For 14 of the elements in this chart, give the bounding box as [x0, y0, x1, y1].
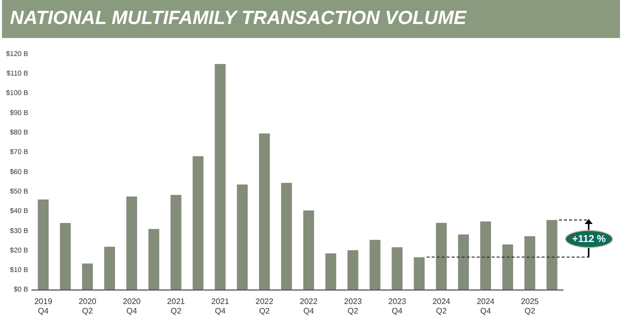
- x-tick-label: 2022 Q4: [300, 296, 318, 316]
- chart-title: NATIONAL MULTIFAMILY TRANSACTION VOLUME: [2, 0, 620, 38]
- x-tick-label: 2025 Q2: [520, 296, 540, 316]
- x-tick-label: 2024 Q2: [432, 296, 451, 316]
- x-tick-label: 2020 Q2: [78, 296, 97, 316]
- x-tick-label: 2023 Q4: [388, 296, 407, 316]
- x-tick-label: 2024 Q4: [476, 296, 496, 316]
- text: +112 %: [565, 230, 613, 248]
- x-tick-label: 2022 Q2: [256, 296, 274, 316]
- x-tick-label: 2023 Q2: [344, 296, 362, 316]
- x-tick-label: 2019 Q4: [34, 296, 53, 316]
- x-tick-label: 2020 Q4: [122, 296, 142, 316]
- x-tick-label: 2021 Q2: [167, 296, 186, 316]
- x-tick-label: 2021 Q4: [211, 296, 230, 316]
